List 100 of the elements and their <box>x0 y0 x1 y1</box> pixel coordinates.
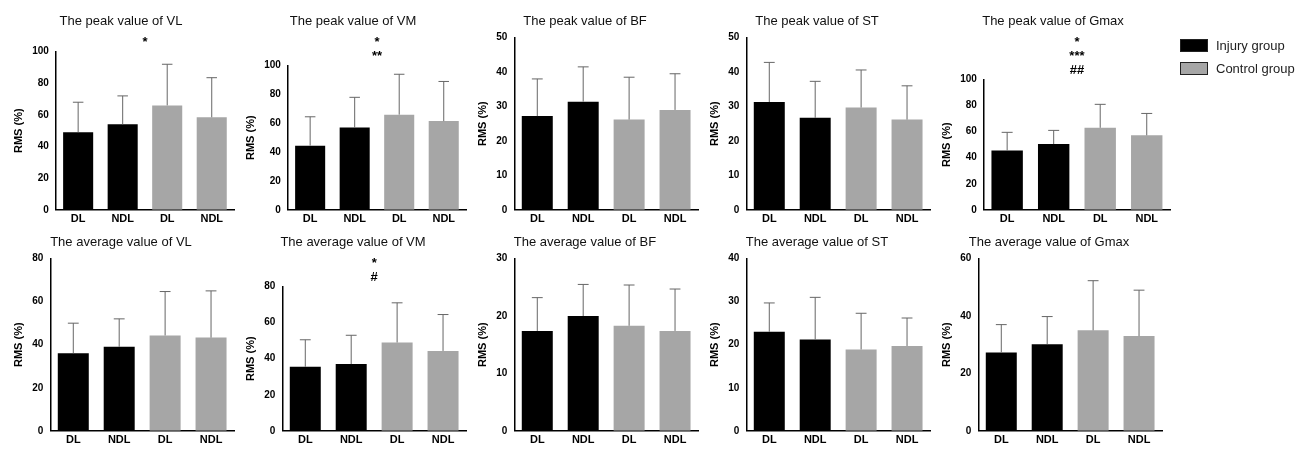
y-tick-label: 0 <box>733 424 740 436</box>
y-tick-label: 20 <box>269 174 282 186</box>
bar <box>195 337 227 431</box>
y-tick-label: 10 <box>728 169 740 181</box>
bar <box>613 119 645 210</box>
bar <box>1077 330 1109 431</box>
chart-title: The average value of VL <box>50 234 192 250</box>
x-tick-label: NDL <box>663 212 687 225</box>
y-tick-label: 20 <box>728 338 740 350</box>
y-tick-label: 100 <box>32 45 50 57</box>
y-tick-label: 80 <box>32 252 44 264</box>
x-tick-label: NDL <box>803 433 827 446</box>
y-tick-label: 0 <box>965 424 972 436</box>
x-tick-label: DL <box>993 433 1009 446</box>
x-tick-label: NDL <box>1035 433 1059 446</box>
text: *** <box>1069 47 1086 63</box>
y-tick-label: 20 <box>960 367 972 379</box>
chart-title: The peak value of VL <box>59 13 183 29</box>
x-tick-label: DL <box>853 433 869 446</box>
x-tick-label: NDL <box>663 433 687 446</box>
x-tick-label: NDL <box>432 212 456 225</box>
bar <box>1084 127 1116 210</box>
y-tick-label: 40 <box>32 338 44 350</box>
x-tick-label: DL <box>65 433 81 446</box>
bar <box>149 335 181 431</box>
text: * <box>371 254 378 270</box>
text: * <box>142 33 149 49</box>
x-tick-label: NDL <box>1127 433 1151 446</box>
y-tick-label: 10 <box>728 381 740 393</box>
text: # <box>370 268 379 284</box>
bar <box>1123 336 1155 431</box>
y-tick-label: 40 <box>269 145 282 157</box>
bar <box>1131 135 1163 210</box>
x-tick-label: NDL <box>339 433 363 446</box>
chart-title: The peak value of ST <box>755 13 879 29</box>
y-axis-title: RMS (%) <box>243 336 256 381</box>
y-tick-label: 20 <box>496 309 508 321</box>
y-tick-label: 20 <box>264 388 276 400</box>
chart-title: The peak value of VM <box>289 13 417 29</box>
y-tick-label: 0 <box>37 424 44 436</box>
y-tick-label: 40 <box>496 65 508 77</box>
x-tick-label: DL <box>621 433 637 446</box>
y-tick-label: 60 <box>32 295 44 307</box>
y-tick-label: 40 <box>965 151 978 163</box>
y-tick-label: 0 <box>501 424 508 436</box>
y-tick-label: 10 <box>496 169 508 181</box>
chart-title: The peak value of BF <box>523 13 647 29</box>
y-tick-label: 80 <box>264 280 276 292</box>
y-tick-label: 30 <box>496 252 508 264</box>
y-tick-label: 40 <box>728 252 740 264</box>
bar <box>427 350 459 431</box>
bar <box>152 105 183 210</box>
y-tick-label: 100 <box>264 59 282 71</box>
y-tick-label: 60 <box>269 117 282 129</box>
y-axis-title: RMS (%) <box>939 122 952 167</box>
y-tick-label: 30 <box>728 295 740 307</box>
y-axis-title: RMS (%) <box>707 322 720 367</box>
chart-title: The average value of Gmax <box>968 234 1130 250</box>
x-tick-label: DL <box>761 212 777 225</box>
x-tick-label: NDL <box>1135 212 1159 225</box>
bar <box>659 109 691 210</box>
y-tick-label: 0 <box>971 203 978 215</box>
y-tick-label: 60 <box>965 125 978 137</box>
y-tick-label: 20 <box>37 171 50 183</box>
x-tick-label: NDL <box>895 212 919 225</box>
y-tick-label: 20 <box>728 134 740 146</box>
x-tick-label: NDL <box>895 433 919 446</box>
x-tick-label: DL <box>1092 212 1108 225</box>
chart-title: The average value of ST <box>745 234 889 250</box>
y-tick-label: 80 <box>965 99 978 111</box>
y-tick-label: 40 <box>264 352 276 364</box>
y-axis-title: RMS (%) <box>707 101 720 146</box>
x-tick-label: NDL <box>343 212 367 225</box>
y-tick-label: 20 <box>496 134 508 146</box>
text: ** <box>371 47 383 63</box>
bar <box>428 121 459 210</box>
y-axis-title: RMS (%) <box>243 115 256 160</box>
bar <box>196 117 227 210</box>
x-tick-label: DL <box>297 433 313 446</box>
chart-title: The peak value of Gmax <box>982 13 1125 29</box>
x-tick-label: DL <box>302 212 318 225</box>
x-tick-label: DL <box>159 212 175 225</box>
bar <box>381 342 413 431</box>
x-tick-label: DL <box>529 433 545 446</box>
y-tick-label: 100 <box>960 73 978 85</box>
x-tick-label: NDL <box>571 433 595 446</box>
y-tick-label: 60 <box>960 252 972 264</box>
text: * <box>374 33 381 49</box>
y-tick-label: 60 <box>264 316 276 328</box>
y-tick-label: 0 <box>275 203 282 215</box>
bar <box>845 349 877 431</box>
x-tick-label: DL <box>389 433 405 446</box>
y-tick-label: 40 <box>37 140 50 152</box>
bar <box>384 114 415 210</box>
y-axis-title: RMS (%) <box>11 108 24 153</box>
text: ## <box>1069 61 1085 77</box>
y-tick-label: 0 <box>269 424 276 436</box>
legend-label: Control group <box>1216 61 1295 76</box>
y-tick-label: 40 <box>728 65 740 77</box>
x-tick-label: NDL <box>111 212 135 225</box>
